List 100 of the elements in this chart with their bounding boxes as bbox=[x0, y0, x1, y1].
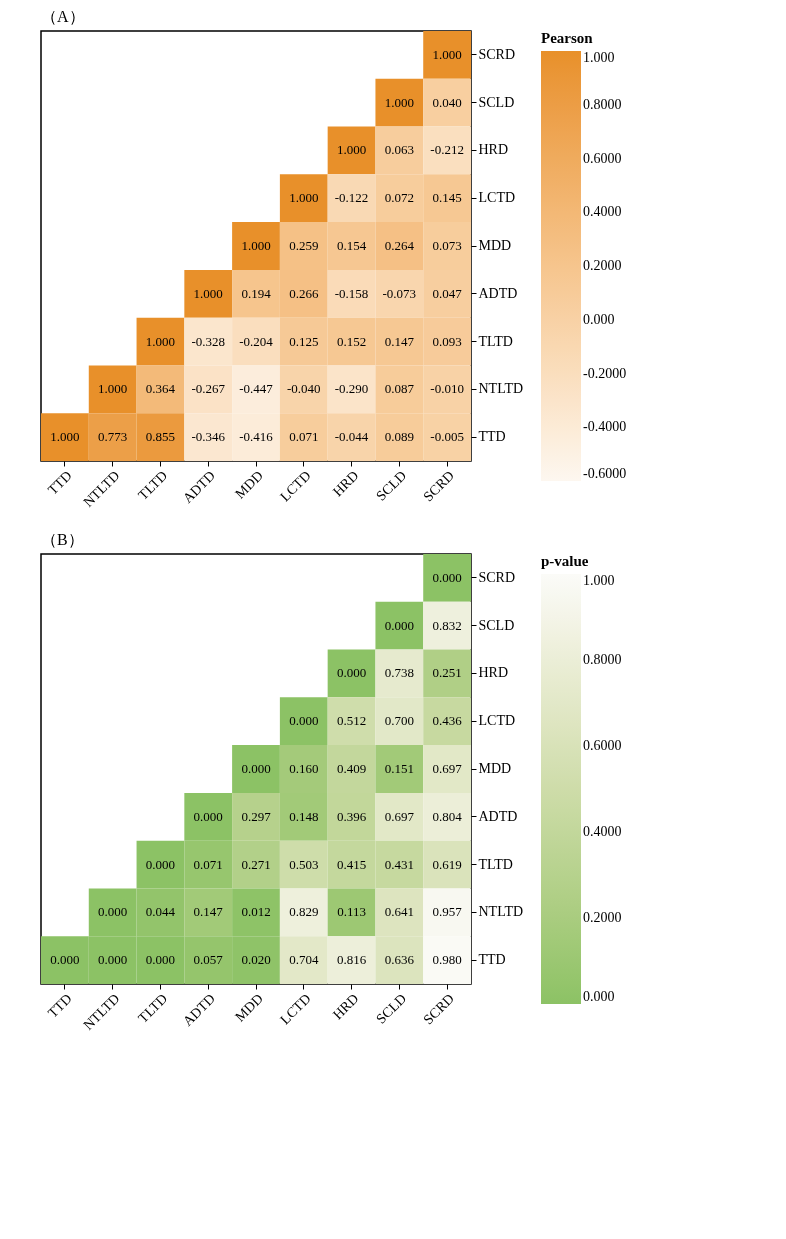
data-label: -0.328 bbox=[191, 333, 226, 349]
data-label: -0.158 bbox=[334, 285, 369, 301]
y-tick-label: SCLD bbox=[478, 94, 515, 110]
y-tick-label: TLTD bbox=[478, 333, 513, 349]
data-label: 0.700 bbox=[384, 713, 414, 729]
x-tick-label: TTD bbox=[44, 990, 75, 1021]
data-label: 0.148 bbox=[289, 808, 319, 824]
data-label: 0.071 bbox=[289, 429, 319, 445]
data-label: -0.040 bbox=[286, 381, 321, 397]
data-label: 0.057 bbox=[193, 952, 224, 968]
data-label: 0.000 bbox=[432, 569, 462, 585]
data-label: 1.000 bbox=[432, 46, 462, 62]
data-label: 0.409 bbox=[336, 761, 367, 776]
data-label: 0.125 bbox=[289, 333, 319, 349]
data-label: -0.073 bbox=[382, 285, 417, 301]
y-tick-label: SCRD bbox=[478, 46, 516, 62]
data-label: 0.087 bbox=[384, 381, 415, 397]
data-label: 0.154 bbox=[336, 238, 367, 253]
y-tick-label: NTLTD bbox=[478, 381, 524, 397]
y-tick-label: TLTD bbox=[478, 856, 513, 872]
data-label: 0.000 bbox=[384, 617, 414, 633]
data-label: 0.012 bbox=[241, 904, 271, 920]
data-label: -0.212 bbox=[430, 142, 464, 158]
y-tick-label: HRD bbox=[478, 142, 509, 158]
color-bar-label: 0.4000 bbox=[583, 204, 622, 220]
data-label: 0.089 bbox=[384, 429, 414, 445]
color-bar-label: 0.000 bbox=[583, 311, 615, 327]
data-label: 0.264 bbox=[384, 238, 415, 253]
data-label: 0.000 bbox=[193, 808, 223, 824]
color-bar-label: 0.2000 bbox=[583, 910, 622, 925]
data-label: 0.829 bbox=[289, 904, 319, 920]
data-label: 0.020 bbox=[241, 952, 271, 968]
data-label: 0.000 bbox=[241, 761, 271, 776]
data-label: 0.000 bbox=[50, 952, 80, 968]
color-bar-label: 0.6000 bbox=[583, 738, 622, 753]
data-label: 0.113 bbox=[337, 904, 366, 920]
data-label: 0.503 bbox=[289, 856, 319, 872]
data-label: 0.000 bbox=[145, 856, 176, 872]
data-label: -0.416 bbox=[239, 429, 274, 445]
color-bar-label: 0.2000 bbox=[583, 258, 622, 273]
data-label: 0.816 bbox=[336, 952, 367, 968]
data-label: 0.147 bbox=[193, 904, 224, 920]
data-label: 0.431 bbox=[384, 856, 414, 872]
color-bar-label: -0.2000 bbox=[583, 365, 627, 381]
data-label: 0.641 bbox=[384, 904, 414, 920]
data-label: 0.000 bbox=[289, 713, 319, 729]
data-label: 1.000 bbox=[384, 94, 414, 110]
data-label: 0.804 bbox=[432, 808, 463, 824]
color-bar-label: 0.8000 bbox=[583, 652, 622, 667]
x-tick-label: TTD bbox=[44, 467, 75, 498]
y-tick-label: LCTD bbox=[478, 713, 516, 729]
y-tick-label: HRD bbox=[478, 665, 509, 681]
data-label: 0.047 bbox=[432, 285, 463, 301]
y-tick-label: TTD bbox=[478, 429, 506, 445]
data-label: 0.980 bbox=[432, 952, 462, 968]
color-bar-label: 0.6000 bbox=[583, 150, 622, 166]
data-label: 0.072 bbox=[384, 190, 414, 206]
data-label: 0.619 bbox=[432, 856, 462, 872]
data-label: 0.251 bbox=[432, 665, 462, 681]
data-label: 0.738 bbox=[384, 665, 414, 681]
data-label: 0.044 bbox=[145, 904, 176, 920]
data-label: 0.259 bbox=[289, 238, 319, 253]
data-label: 0.271 bbox=[241, 856, 271, 872]
y-tick-label: ADTD bbox=[478, 808, 518, 824]
data-label: -0.346 bbox=[191, 429, 226, 445]
color-bar-label: -0.4000 bbox=[583, 419, 627, 435]
data-label: 1.000 bbox=[336, 142, 367, 158]
data-label: 0.697 bbox=[432, 761, 463, 776]
data-label: 1.000 bbox=[145, 333, 176, 349]
y-tick-label: LCTD bbox=[478, 190, 516, 206]
data-label: 0.000 bbox=[98, 904, 128, 920]
data-label: 0.773 bbox=[98, 429, 128, 445]
data-label: 0.000 bbox=[145, 952, 176, 968]
y-tick-label: SCRD bbox=[478, 569, 516, 585]
data-label: 0.704 bbox=[289, 952, 319, 968]
color-bar-label: -0.6000 bbox=[583, 466, 627, 481]
data-label: 0.697 bbox=[384, 808, 415, 824]
data-label: 0.512 bbox=[336, 713, 367, 729]
color-bar-label: 1.000 bbox=[583, 50, 615, 65]
y-tick-label: MDD bbox=[478, 238, 512, 253]
data-label: 0.364 bbox=[145, 381, 176, 397]
data-label: 0.266 bbox=[289, 285, 319, 301]
data-label: 0.415 bbox=[336, 856, 367, 872]
data-label: 0.000 bbox=[98, 952, 128, 968]
color-bar-label: 0.4000 bbox=[583, 824, 622, 839]
data-label: 0.297 bbox=[241, 808, 272, 824]
data-label: 0.396 bbox=[336, 808, 367, 824]
data-label: 0.093 bbox=[432, 333, 462, 349]
y-tick-label: SCLD bbox=[478, 617, 515, 633]
chart-title: （A） bbox=[41, 8, 85, 25]
data-label: 0.145 bbox=[432, 190, 462, 206]
data-label: 1.000 bbox=[289, 190, 319, 206]
y-tick-label: MDD bbox=[478, 761, 512, 776]
data-label: -0.290 bbox=[334, 381, 369, 397]
legend-title: Pearson bbox=[541, 30, 594, 46]
y-tick-label: ADTD bbox=[478, 285, 518, 301]
data-label: 0.160 bbox=[289, 761, 319, 776]
data-label: 0.063 bbox=[384, 142, 414, 158]
data-label: 1.000 bbox=[98, 381, 128, 397]
data-label: 1.000 bbox=[241, 238, 271, 253]
